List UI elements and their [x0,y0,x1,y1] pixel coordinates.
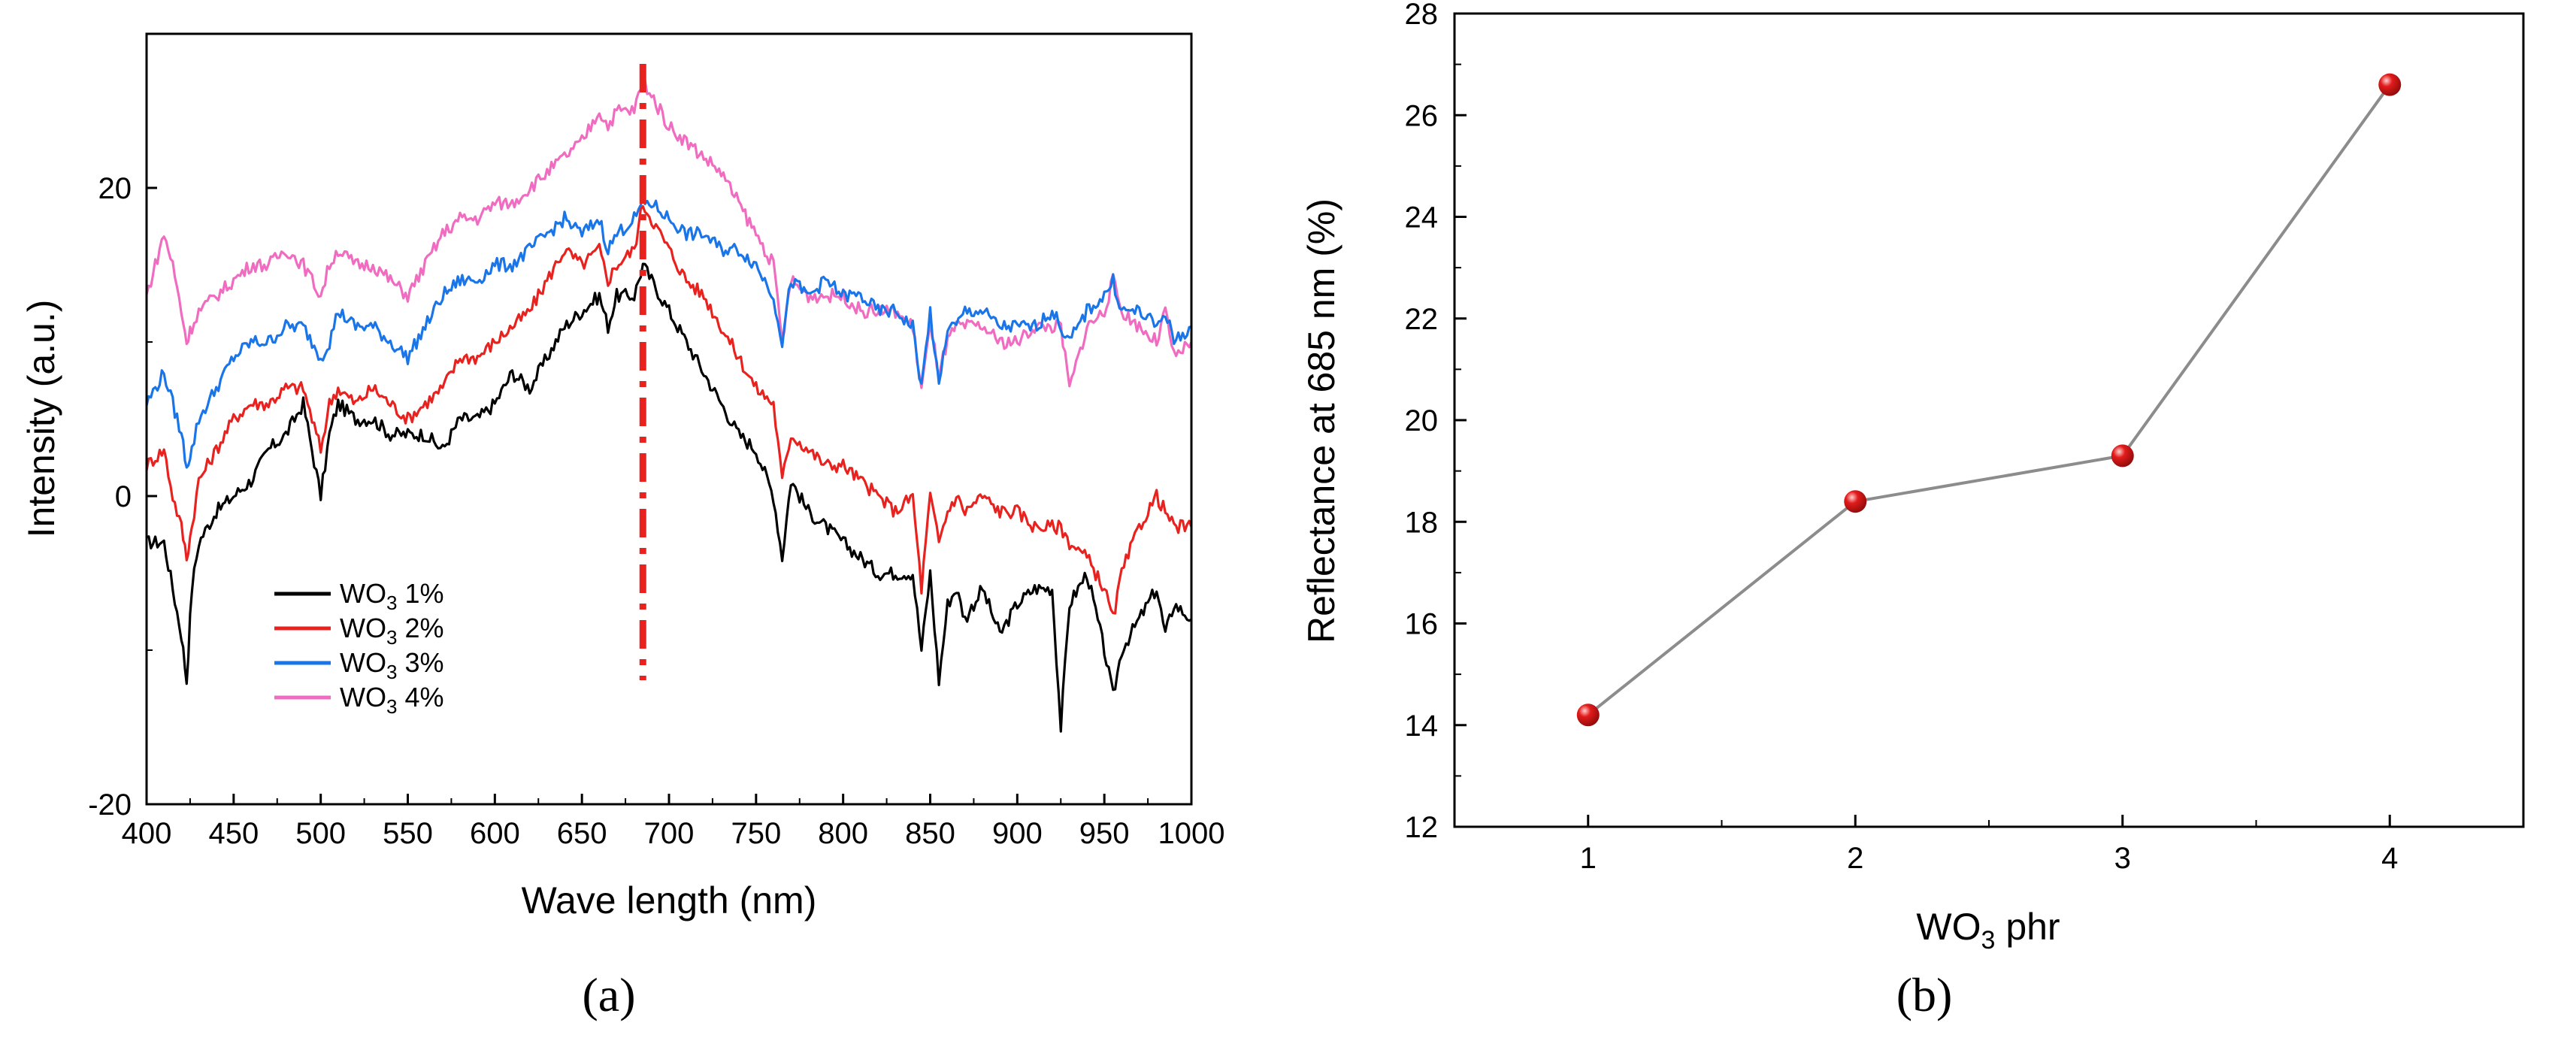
legend-entry: WO3 1% [340,578,444,614]
data-point-2 [1844,490,1867,513]
y-tick-label: 0 [115,480,132,513]
y-tick-label: 20 [98,172,132,205]
x-tick-label: 600 [470,817,520,850]
panel-b-y-ticks: 12 14 16 18 20 22 24 26 28 [1405,0,1467,844]
y-tick-label: 14 [1405,710,1439,743]
y-tick-label: 24 [1405,201,1439,235]
x-tick-label: 700 [644,817,695,850]
panel-b-x-ticks: 1 2 3 4 [1580,815,2398,875]
x-title-main: WO [1916,906,1981,948]
legend-entry: WO3 2% [340,613,444,649]
data-point-4 [2378,73,2402,96]
x-tick-label: 3 [2114,842,2131,875]
x-tick-label: 4 [2381,842,2398,875]
panel-a-spectra-chart: 400 450 500 550 600 650 700 750 800 850 900 950 1000… [20,32,1225,1021]
y-tick-label: -20 [88,788,132,822]
data-point-3 [2111,444,2134,468]
x-tick-label: 650 [557,817,607,850]
panel-b-x-axis-title: WO3 phr [1916,906,2060,955]
x-tick-label: 850 [905,817,955,850]
x-tick-label: 2 [1847,842,1863,875]
panel-a-label: (a) [582,968,635,1021]
legend-entry: WO3 3% [340,647,444,683]
x-title-tail: phr [1995,906,2060,948]
series-line-2 [145,204,1193,615]
y-tick-label: 20 [1405,404,1439,437]
x-tick-label: 400 [122,817,172,850]
data-point-1 [1576,704,1600,727]
panel-b-y-axis-title: Reflectance at 685 nm (%) [1300,198,1342,643]
y-tick-label: 16 [1405,608,1439,641]
x-tick-label: 900 [992,817,1043,850]
x-tick-label: 550 [383,817,433,850]
x-tick-label: 800 [818,817,868,850]
x-tick-label: 1000 [1158,817,1225,850]
panel-a-legend: WO3 1%WO3 2%WO3 3%WO3 4% [274,578,444,718]
legend-entry: WO3 4% [340,682,444,718]
y-tick-label: 22 [1405,303,1439,336]
x-tick-label: 1 [1580,842,1597,875]
panel-a-x-axis-title: Wave length (nm) [522,879,817,921]
x-tick-label: 950 [1079,817,1130,850]
panel-b-series [1576,73,2402,727]
panel-a-y-ticks: -20 0 20 [88,172,157,822]
series-line-3 [145,195,1192,469]
y-tick-label: 12 [1405,811,1439,844]
x-title-subscript: 3 [1981,926,1996,955]
panel-a-series-lines [145,76,1193,733]
panel-b-label: (b) [1896,968,1953,1021]
x-tick-label: 450 [208,817,259,850]
y-tick-label: 18 [1405,506,1439,539]
reflectance-line [1587,83,2391,716]
series-line-4 [145,76,1193,389]
panel-b-frame [1453,12,2525,828]
y-tick-label: 28 [1405,0,1439,31]
x-tick-label: 750 [731,817,781,850]
panel-a-x-ticks: 400 450 500 550 600 650 700 750 800 850 900 950 1000 [122,794,1225,850]
panel-a-frame [145,32,1193,806]
x-tick-label: 500 [295,817,346,850]
series-line-1 [146,262,1192,733]
panel-a-y-axis-title: Intensity (a.u.) [20,300,62,538]
y-tick-label: 26 [1405,99,1439,132]
